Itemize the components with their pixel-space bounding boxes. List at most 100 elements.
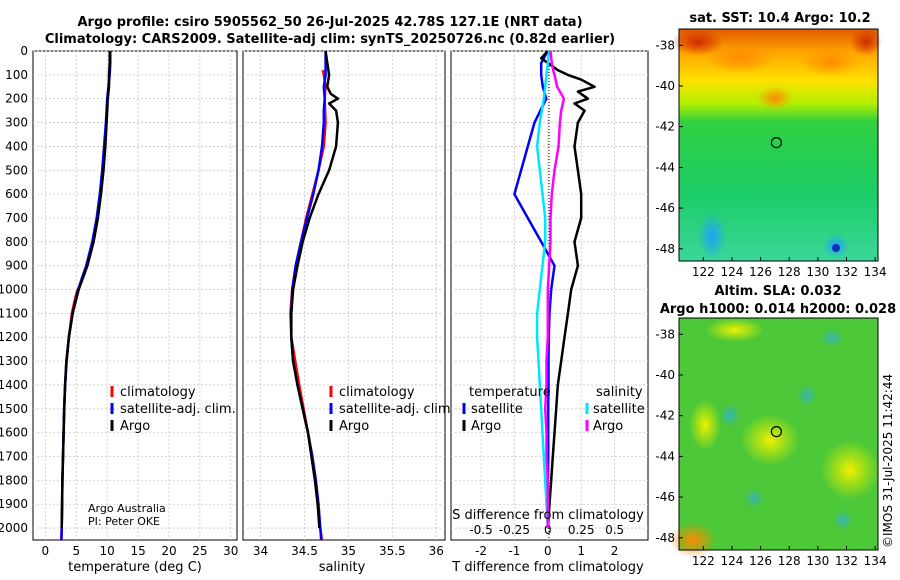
depth-tick-label: 300 xyxy=(5,116,28,130)
sla-map-title-line1: Altim. SLA: 0.032 xyxy=(715,284,842,299)
credit-pi: PI: Peter OKE xyxy=(88,515,160,528)
depth-tick-label: 1500 xyxy=(0,402,28,416)
salinity-axes-frame xyxy=(242,50,446,541)
depth-tick-label: 200 xyxy=(5,92,28,106)
map-x-tick-label: 124 xyxy=(721,265,744,279)
map-x-tick-label: 134 xyxy=(864,265,887,279)
depth-tick-label: 0 xyxy=(20,44,28,58)
x-tick-label: -1 xyxy=(508,544,520,558)
depth-tick-label: 1600 xyxy=(0,426,28,440)
sla-low xyxy=(744,488,764,508)
temperature-xlabel: temperature (deg C) xyxy=(68,560,202,575)
legend-t-satellite: satellite xyxy=(471,402,523,417)
x-tick-label: 2 xyxy=(611,544,619,558)
sla-high xyxy=(689,399,721,451)
s-difference-tick-labels: -0.5 -0.25 0 0.25 0.5 xyxy=(469,523,624,537)
s-tick-label: 0.5 xyxy=(605,523,624,537)
s-difference-xlabel: S difference from climatology xyxy=(452,508,644,523)
depth-tick-label: 100 xyxy=(5,68,28,82)
map-x-tick-label: 126 xyxy=(749,265,772,279)
x-tick-label: 5 xyxy=(72,544,80,558)
warm-patch xyxy=(704,42,776,74)
profile-2 xyxy=(60,51,111,529)
depth-tick-label: 2000 xyxy=(0,521,28,535)
map-y-tick-label: -40 xyxy=(655,368,675,382)
legend-climatology: climatology xyxy=(120,385,196,400)
salinity-xlabel: salinity xyxy=(319,560,366,575)
depth-tick-label: 1400 xyxy=(0,378,28,392)
warm-patch xyxy=(757,86,793,110)
x-tick-label: -2 xyxy=(475,544,487,558)
map-y-tick-label: -46 xyxy=(655,490,675,504)
difference-tick-labels: -2 -1 0 1 2 xyxy=(475,544,618,558)
x-tick-label: 20 xyxy=(161,544,176,558)
x-tick-label: 34 xyxy=(253,544,268,558)
x-tick-label: 1 xyxy=(577,544,585,558)
map-x-tick-label: 122 xyxy=(692,265,715,279)
cold-patch xyxy=(698,212,726,260)
x-tick-label: 15 xyxy=(130,544,145,558)
salinity-grid xyxy=(243,50,445,540)
difference-legend[interactable]: temperature satellite Argo salinity sate… xyxy=(462,385,645,434)
map-x-tick-label: 130 xyxy=(806,554,829,568)
x-tick-label: 0 xyxy=(544,544,552,558)
s-tick-label: -0.25 xyxy=(499,523,530,537)
sst-map-title: sat. SST: 10.4 Argo: 10.2 xyxy=(689,11,870,26)
temperature-legend[interactable]: climatology satellite-adj. clim. Argo xyxy=(110,385,236,434)
legend-s-climatology: climatology xyxy=(339,385,415,400)
sla-low xyxy=(833,510,853,530)
temperature-axes-frame xyxy=(32,50,238,541)
depth-tick-label: 800 xyxy=(5,235,28,249)
imos-watermark: ©IMOS 31-Jul-2025 11:42:44 xyxy=(881,374,895,548)
sst-map-ticks: 122 124 126 128 130 132 134 -38 -40 -42 -44 -46 -48 xyxy=(655,38,886,279)
legend-satellite-adj: satellite-adj. clim. xyxy=(120,402,236,417)
legend-s-argo: Argo xyxy=(339,419,369,434)
map-y-tick-label: -42 xyxy=(655,120,675,134)
salinity-legend[interactable]: climatology satellite-adj. clim. Argo xyxy=(329,385,455,434)
argo-float-marker[interactable] xyxy=(770,426,783,438)
depth-tick-label: 1000 xyxy=(0,283,28,297)
depth-tick-labels: 0 100 200 300 400 500 600 700 800 900 1000 1100 1200… xyxy=(0,44,28,535)
difference-profiles xyxy=(513,50,596,529)
sst-map-frame xyxy=(678,28,879,262)
sla-peak xyxy=(669,522,717,558)
s-tick-label: 0 xyxy=(544,523,552,537)
x-tick-label: 35.5 xyxy=(379,544,406,558)
depth-tick-label: 700 xyxy=(5,211,28,225)
depth-tick-label: 1300 xyxy=(0,354,28,368)
map-y-tick-label: -38 xyxy=(655,327,675,341)
cold-core xyxy=(832,244,840,252)
legend-argo: Argo xyxy=(120,419,150,434)
depth-tick-label: 1100 xyxy=(0,306,28,320)
legend-s-argo-diff: Argo xyxy=(593,419,623,434)
difference-panel: -2 -1 0 1 2 -0.5 -0.25 0 0.25 0.5 S difference f… xyxy=(450,50,649,575)
map-y-tick-label: -48 xyxy=(655,242,675,256)
sla-map-panel: Altim. SLA: 0.032 Argo h1000: 0.014 h200… xyxy=(655,284,896,568)
map-x-tick-label: 128 xyxy=(778,554,801,568)
temperature-tick-labels: 0 5 10 15 20 25 30 xyxy=(42,544,239,558)
x-tick-label: 34.5 xyxy=(291,544,318,558)
depth-tick-label: 500 xyxy=(5,163,28,177)
s-tick-label: 0.25 xyxy=(568,523,595,537)
legend-t-argo: Argo xyxy=(471,419,501,434)
x-tick-label: 36 xyxy=(429,544,444,558)
map-y-tick-label: -38 xyxy=(655,38,675,52)
credit-institution: Argo Australia xyxy=(88,502,166,515)
map-x-tick-label: 134 xyxy=(864,554,887,568)
legend-s-satellite: satellite xyxy=(593,402,645,417)
x-tick-label: 35 xyxy=(341,544,356,558)
map-x-tick-label: 130 xyxy=(806,265,829,279)
diff-profile-1 xyxy=(539,50,596,529)
sla-low xyxy=(797,384,817,406)
map-y-tick-label: -48 xyxy=(655,531,675,545)
depth-tick-label: 1900 xyxy=(0,497,28,511)
legend-title-temperature: temperature xyxy=(469,385,551,400)
map-x-tick-label: 128 xyxy=(778,265,801,279)
map-x-tick-label: 122 xyxy=(692,554,715,568)
figure-title-line1: Argo profile: csiro 5905562_50 26-Jul-20… xyxy=(77,15,583,30)
argo-float-marker[interactable] xyxy=(770,137,783,149)
salinity-profiles xyxy=(289,50,340,541)
warm-patch xyxy=(850,28,882,56)
temperature-profiles xyxy=(60,51,112,541)
